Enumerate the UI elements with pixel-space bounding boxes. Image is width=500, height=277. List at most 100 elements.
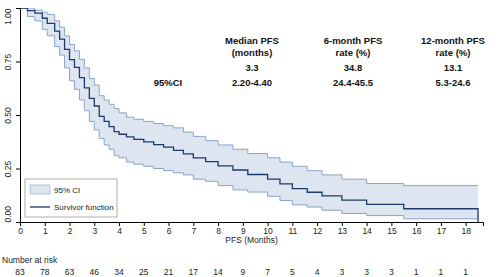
at-risk-count: 3 (364, 267, 369, 277)
legend: 95% CI Survivor function (25, 179, 117, 217)
summary-table: Median PFS(months) 3.3 2.20-4.40 6-month PF… (154, 35, 485, 88)
survival-line (20, 8, 478, 222)
x-tick-label: 7 (191, 226, 196, 236)
x-tick: 10 (263, 222, 273, 236)
x-tick-label: 2 (68, 226, 73, 236)
at-risk-count: 3 (340, 267, 345, 277)
x-tick-label: 14 (362, 226, 372, 236)
at-risk-count: 1 (463, 267, 468, 277)
x-tick-label: 11 (288, 226, 297, 236)
x-tick: 15 (387, 222, 397, 236)
y-tick-mark (16, 62, 20, 63)
legend-swatch (30, 185, 50, 194)
summary-header: (months) (232, 47, 273, 58)
x-tick: 14 (362, 222, 372, 236)
at-risk-count: 9 (240, 267, 245, 277)
y-tick: 0.00 (3, 206, 20, 223)
x-tick: 4 (117, 222, 122, 236)
at-risk-count: 83 (15, 267, 25, 277)
x-tick-label: 18 (461, 226, 471, 236)
y-tick: 0.25 (3, 160, 20, 177)
summary-ci-label: 95%CI (154, 77, 183, 88)
at-risk-count: 1 (439, 267, 444, 277)
at-risk-count: 3 (389, 267, 394, 277)
x-tick-label: 15 (387, 226, 397, 236)
y-tick-mark (16, 222, 20, 223)
x-tick-label: 17 (437, 226, 447, 236)
at-risk-row: 8378634634252117149754333111 (15, 267, 468, 277)
x-tick-label: 6 (167, 226, 172, 236)
y-axis-line (16, 9, 21, 223)
x-tick: 8 (216, 222, 221, 236)
x-tick: 0 (18, 222, 23, 236)
at-risk-count: 46 (90, 267, 100, 277)
at-risk-count: 14 (213, 267, 223, 277)
at-risk-count: 25 (139, 267, 149, 277)
x-tick: 9 (241, 222, 246, 236)
legend-box (25, 179, 117, 217)
legend-swatch (30, 206, 50, 207)
ci-lower (20, 8, 478, 219)
x-tick: 11 (288, 222, 297, 236)
legend-label: 95% CI (54, 186, 80, 195)
x-tick: 12 (313, 222, 323, 236)
x-tick: 16 (412, 222, 422, 236)
at-risk-count: 4 (315, 267, 320, 277)
summary-header: 6-month PFS (324, 35, 383, 46)
at-risk-count: 78 (40, 267, 50, 277)
at-risk-count: 34 (114, 267, 124, 277)
x-tick-label: 8 (216, 226, 221, 236)
summary-header: rate (%) (436, 47, 471, 58)
y-tick-mark (16, 8, 20, 9)
x-axis-title: PFS (Months) (225, 235, 278, 245)
y-tick-label: 0.00 (3, 206, 13, 223)
x-tick-label: 5 (142, 226, 147, 236)
x-tick-label: 12 (313, 226, 323, 236)
plot-marks (20, 8, 478, 222)
x-tick: 7 (191, 222, 196, 236)
x-tick-label: 16 (412, 226, 422, 236)
y-tick: 0.50 (3, 107, 20, 124)
at-risk-count: 63 (65, 267, 75, 277)
x-tick: 3 (92, 222, 97, 236)
legend-label: Survivor function (54, 203, 114, 212)
x-tick: 1 (43, 222, 48, 236)
x-axis: 0123456789101112131415161718 (18, 222, 483, 236)
y-tick-label: 1.00 (3, 8, 13, 25)
x-tick: 17 (437, 222, 447, 236)
y-tick-mark (16, 115, 20, 116)
summary-ci: 5.3-24.6 (436, 77, 471, 88)
summary-estimate: 3.3 (245, 62, 258, 73)
x-tick-label: 1 (43, 226, 48, 236)
y-tick: 0.75 (3, 53, 20, 70)
summary-header: Median PFS (225, 35, 279, 46)
at-risk-count: 1 (414, 267, 419, 277)
x-tick-label: 13 (338, 226, 348, 236)
summary-estimate: 34.8 (344, 62, 363, 73)
summary-header: rate (%) (336, 47, 371, 58)
x-tick-label: 0 (18, 226, 23, 236)
chart: 01234567891011121314151617180.000.250.50… (0, 0, 500, 277)
x-tick-label: 4 (117, 226, 122, 236)
summary-ci: 2.20-4.40 (232, 77, 272, 88)
at-risk-count: 21 (164, 267, 174, 277)
x-tick: 2 (68, 222, 73, 236)
ci-band (20, 8, 478, 219)
x-tick: 13 (338, 222, 348, 236)
at-risk-count: 17 (189, 267, 199, 277)
y-tick: 1.00 (3, 8, 20, 25)
summary-estimate: 13.1 (444, 62, 463, 73)
y-axis: 0.00 0.25 0.50 0.75 1.00 (3, 8, 21, 222)
summary-ci: 24.4-45.5 (333, 77, 374, 88)
summary-header: 12-month PFS (421, 35, 485, 46)
y-tick-label: 0.50 (3, 107, 13, 124)
x-tick: 6 (167, 222, 172, 236)
y-tick-label: 0.75 (3, 53, 13, 70)
at-risk-count: 7 (265, 267, 270, 277)
y-tick-mark (16, 169, 20, 170)
x-tick-label: 3 (92, 226, 97, 236)
x-tick: 18 (461, 222, 471, 236)
y-tick-label: 0.25 (3, 160, 13, 177)
at-risk-label: Number at risk (2, 255, 58, 265)
x-tick: 5 (142, 222, 147, 236)
